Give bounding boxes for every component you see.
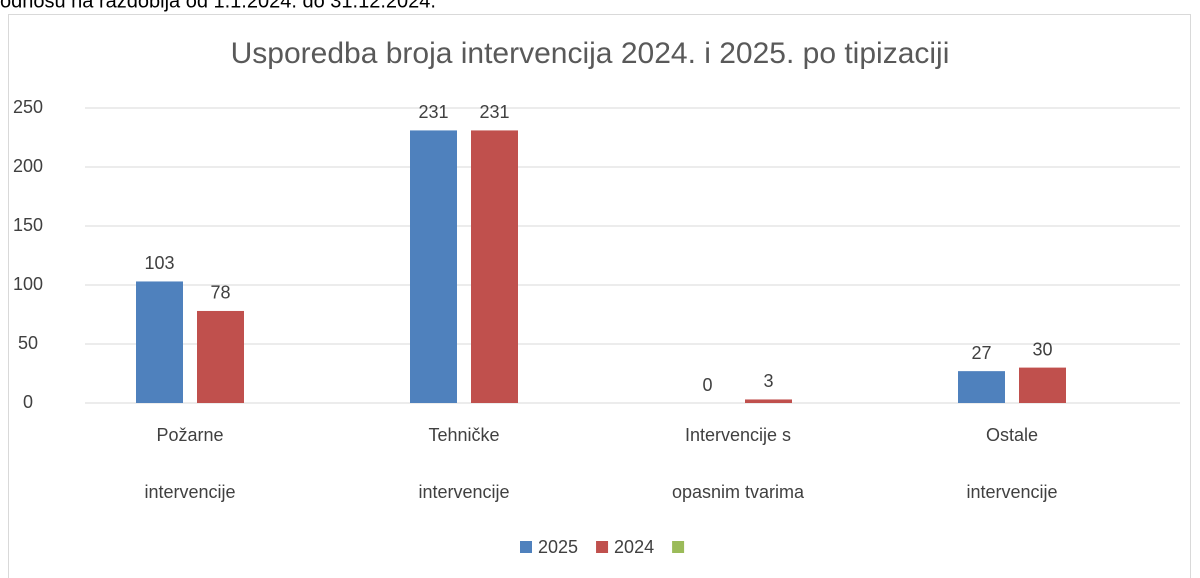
legend-swatch: [672, 541, 685, 553]
legend-label: 2024: [614, 537, 654, 557]
x-tick-label: intervencije: [418, 482, 509, 502]
x-tick-label: intervencije: [144, 482, 235, 502]
y-tick-label: 200: [13, 156, 43, 176]
y-tick-label: 150: [13, 215, 43, 235]
bar: [1019, 367, 1066, 403]
data-label: 0: [702, 375, 712, 395]
bar: [410, 130, 457, 404]
x-tick-label: Ostale: [986, 425, 1038, 445]
bar: [197, 310, 244, 403]
y-tick-label: 100: [13, 274, 43, 294]
legend-swatch: [596, 541, 609, 553]
bar: [958, 371, 1005, 403]
x-tick-label: intervencije: [966, 482, 1057, 502]
data-label: 231: [479, 102, 509, 122]
x-tick-label: Požarne: [156, 425, 223, 445]
data-label: 103: [144, 253, 174, 273]
bar: [136, 281, 183, 403]
data-label: 231: [418, 102, 448, 122]
data-label: 3: [763, 371, 773, 391]
chart-title: Usporedba broja intervencija 2024. i 202…: [231, 37, 950, 70]
bar: [471, 130, 518, 404]
x-tick-label: Tehničke: [428, 425, 499, 445]
y-tick-label: 0: [23, 392, 33, 412]
y-tick-label: 50: [18, 333, 38, 353]
y-tick-label: 250: [13, 97, 43, 117]
caption: odnosu na razdoblja od 1.1.2024. do 31.1…: [0, 0, 436, 12]
x-tick-label: Intervencije s: [685, 425, 791, 445]
bar: [745, 399, 792, 403]
data-label: 30: [1032, 339, 1052, 359]
data-label: 78: [210, 283, 230, 303]
legend-label: 2025: [538, 537, 578, 557]
data-label: 27: [971, 343, 991, 363]
x-tick-label: opasnim tvarima: [672, 482, 805, 502]
legend-swatch: [520, 541, 532, 553]
